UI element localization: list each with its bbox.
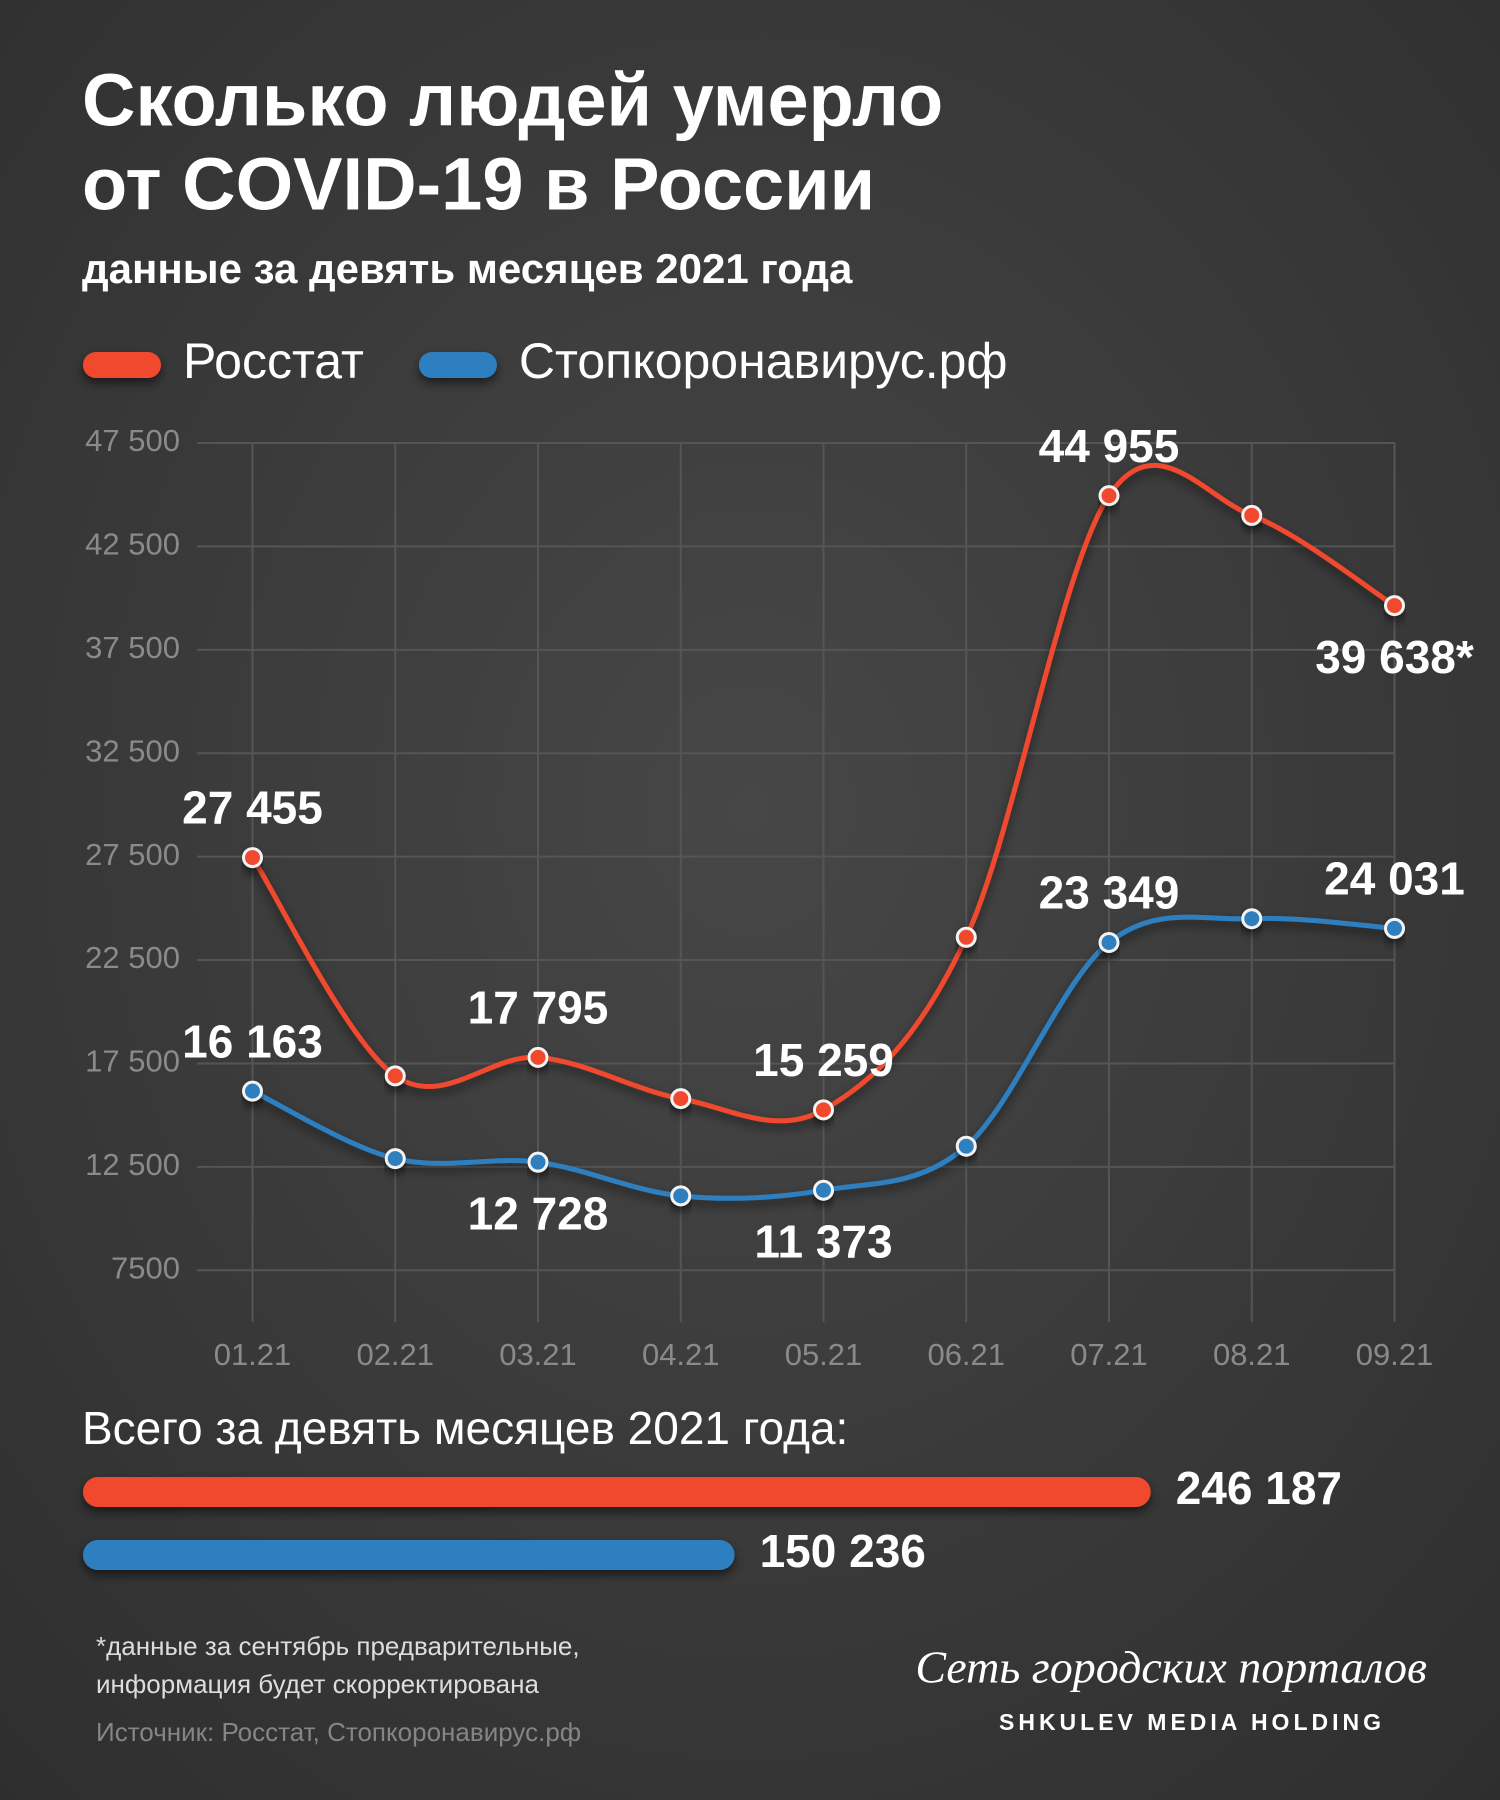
x-tick-label: 07.21 — [1070, 1337, 1148, 1372]
footnote: *данные за сентябрь предварительные, — [96, 1631, 580, 1661]
x-tick-label: 09.21 — [1356, 1337, 1434, 1372]
holding: SHKULEV MEDIA HOLDING — [999, 1709, 1385, 1735]
data-point — [527, 1046, 549, 1068]
footnote: информация будет скорректирована — [96, 1669, 539, 1699]
data-point — [1241, 504, 1263, 526]
title-line: Сколько людей умерло — [82, 59, 943, 142]
data-point — [527, 1151, 549, 1173]
x-tick-label: 04.21 — [642, 1337, 720, 1372]
legend-swatch — [418, 352, 497, 378]
legend-label: Росстат — [183, 333, 364, 389]
y-tick-label: 22 500 — [85, 940, 180, 975]
data-point — [670, 1185, 692, 1207]
value-label: 27 455 — [182, 782, 323, 834]
data-point — [384, 1065, 406, 1087]
y-tick-label: 17 500 — [85, 1044, 180, 1079]
legend-label: Стопкоронавирус.рф — [519, 333, 1008, 389]
value-label: 11 373 — [754, 1215, 892, 1267]
subtitle: данные за девять месяцев 2021 года — [82, 245, 853, 292]
data-point — [384, 1148, 406, 1170]
data-point — [955, 926, 977, 948]
data-point — [670, 1088, 692, 1110]
value-label: 15 259 — [753, 1034, 894, 1086]
series-line — [250, 462, 1396, 1124]
x-tick-label: 08.21 — [1213, 1337, 1291, 1372]
data-point — [1384, 595, 1405, 617]
value-label: 44 955 — [1039, 420, 1180, 472]
value-label: 246 187 — [1176, 1462, 1342, 1514]
legend-swatch — [83, 352, 161, 378]
value-label: 12 728 — [468, 1187, 609, 1239]
value-label: 16 163 — [182, 1015, 323, 1067]
y-tick-label: 7500 — [111, 1250, 180, 1285]
data-point — [1241, 908, 1263, 930]
title-line: от COVID-19 в России — [82, 143, 875, 226]
series-line — [251, 914, 1395, 1201]
data-point — [1384, 917, 1405, 939]
x-tick-label: 01.21 — [214, 1337, 292, 1372]
x-tick-label: 05.21 — [785, 1337, 863, 1372]
y-tick-label: 27 500 — [85, 837, 180, 872]
data-point — [813, 1179, 834, 1201]
y-tick-label: 37 500 — [85, 630, 180, 665]
x-tick-label: 02.21 — [356, 1337, 434, 1372]
value-label: 23 349 — [1039, 867, 1180, 919]
value-label: 24 031 — [1324, 853, 1465, 905]
bar — [83, 1540, 735, 1570]
data-point — [813, 1099, 834, 1121]
y-tick-label: 42 500 — [85, 527, 180, 562]
brand: Сеть городских порталов — [915, 1642, 1427, 1693]
source: Источник: Росстат, Стопкоронавирус.рф — [96, 1717, 581, 1747]
y-tick-label: 47 500 — [85, 423, 180, 458]
bar — [83, 1477, 1151, 1507]
value-label: 150 236 — [760, 1525, 926, 1577]
y-tick-label: 12 500 — [85, 1147, 180, 1182]
x-tick-label: 03.21 — [499, 1337, 577, 1372]
value-label: 39 638* — [1315, 631, 1474, 683]
y-tick-label: 32 500 — [85, 733, 180, 768]
data-point — [242, 847, 263, 869]
value-label: 17 795 — [468, 982, 609, 1034]
data-point — [1098, 485, 1120, 507]
data-point — [955, 1135, 977, 1157]
data-point — [242, 1080, 263, 1102]
data-point — [1098, 931, 1120, 953]
x-tick-label: 06.21 — [927, 1337, 1005, 1372]
bar-title: Всего за девять месяцев 2021 года: — [82, 1402, 848, 1454]
